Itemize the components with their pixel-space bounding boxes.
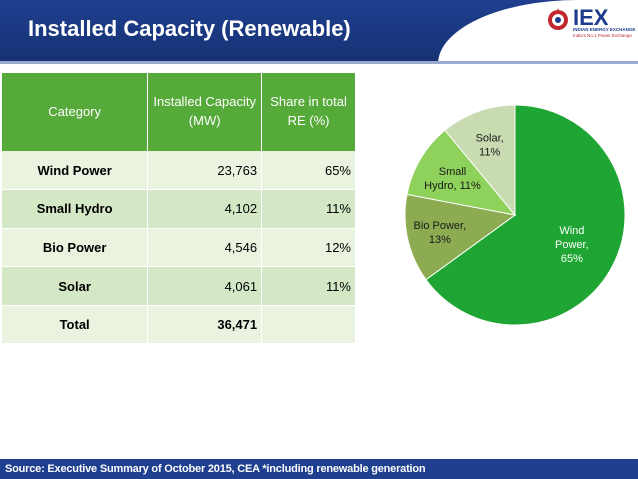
capacity-table: Category Installed Capacity (MW) Share i… [2,73,356,345]
cell-category: Bio Power [2,228,149,268]
cell-share: 65% [261,151,356,191]
cell-capacity: 4,546 [147,228,263,268]
slide-title: Installed Capacity (Renewable) [28,16,351,41]
header-stripe [0,61,638,64]
cell-share [261,305,356,345]
pie-slice-solar [444,104,516,217]
iex-logo-icon [548,8,568,30]
pie-label-wind-power: Wind Power, 65% [555,225,589,265]
pie-slice-small-hydro [406,129,517,216]
cell-capacity: 4,061 [147,266,263,306]
table-header-row: Category Installed Capacity (MW) Share i… [2,73,356,151]
table-header-category: Category [2,73,149,151]
cell-share: 12% [261,228,356,268]
pie-label-bio-power: Bio Power, 13% [414,220,467,246]
table-row: Solar 4,061 11% [2,266,356,306]
cell-capacity: 4,102 [147,189,263,229]
cell-category: Solar [2,266,149,306]
cell-category: Small Hydro [2,189,149,229]
renewable-share-pie-chart: Wind Power, 65% Bio Power, 13% Small Hydro, 11… [404,104,626,326]
table-row: Small Hydro 4,102 11% [2,189,356,229]
cell-category: Wind Power [2,151,149,191]
table-row: Bio Power 4,546 12% [2,228,356,268]
header-band [0,0,638,64]
logo-text: IEX [573,5,609,30]
table-header-capacity: Installed Capacity (MW) [147,73,263,151]
cell-share: 11% [261,189,356,229]
cell-category: Total [2,305,149,345]
pie-label-solar: Solar, 11% [476,133,504,159]
logo-subtitle: INDIAN ENERGY EXCHANGE [573,27,636,32]
logo-tagline: India's No.1 Power Exchange [573,33,632,38]
table-header-share: Share in total RE (%) [261,73,356,151]
table-total-row: Total 36,471 [2,305,356,345]
source-note: Source: Executive Summary of October 201… [0,459,638,479]
cell-share: 11% [261,266,356,306]
pie-label-small-hydro: Small Hydro, 11% [424,166,481,192]
cell-capacity: 23,763 [147,151,263,191]
table-row: Wind Power 23,763 65% [2,151,356,191]
pie-slice-bio-power [404,193,517,281]
pie-slice-wind-power [425,104,626,326]
cell-capacity: 36,471 [147,305,263,345]
header-bar: Installed Capacity (Renewable) IEX INDIA… [0,0,638,64]
